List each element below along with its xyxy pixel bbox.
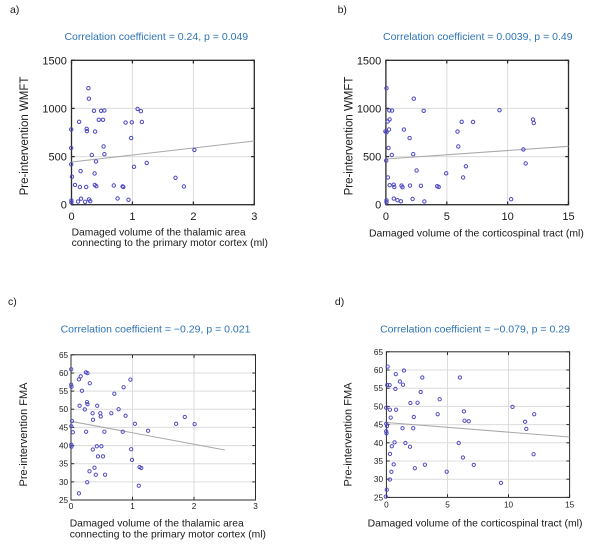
svg-text:3: 3: [251, 211, 257, 223]
svg-text:c): c): [8, 296, 17, 308]
svg-text:2: 2: [192, 502, 197, 511]
svg-text:1: 1: [129, 211, 135, 223]
svg-text:500: 500: [363, 152, 381, 164]
svg-text:0: 0: [384, 500, 389, 509]
svg-text:Correlation coefficient = 0.00: Correlation coefficient = 0.0039, p = 0.…: [383, 31, 573, 43]
svg-text:0: 0: [375, 200, 381, 212]
svg-text:Pre-intervention WMFT: Pre-intervention WMFT: [343, 77, 355, 196]
svg-text:60: 60: [59, 369, 69, 378]
svg-text:40: 40: [59, 442, 69, 451]
svg-text:10: 10: [504, 500, 514, 509]
svg-text:35: 35: [59, 460, 69, 469]
svg-text:15: 15: [562, 211, 574, 223]
svg-text:1000: 1000: [357, 103, 381, 115]
svg-text:5: 5: [444, 211, 450, 223]
svg-text:55: 55: [59, 387, 69, 396]
svg-text:50: 50: [374, 402, 384, 411]
svg-text:1500: 1500: [357, 55, 381, 67]
svg-text:1: 1: [130, 502, 135, 511]
svg-text:connecting to the primary moto: connecting to the primary motor cortex (…: [70, 530, 266, 541]
svg-text:500: 500: [49, 152, 67, 164]
svg-text:Correlation coefficient = −0.0: Correlation coefficient = −0.079, p = 0.…: [380, 324, 570, 336]
svg-text:3: 3: [253, 502, 258, 511]
svg-text:55: 55: [374, 384, 384, 393]
svg-text:0: 0: [68, 211, 74, 223]
svg-text:Pre-intervention FMA: Pre-intervention FMA: [18, 382, 30, 487]
svg-text:45: 45: [59, 423, 69, 432]
svg-text:1500: 1500: [42, 55, 66, 67]
svg-text:65: 65: [59, 351, 69, 360]
svg-text:60: 60: [374, 366, 384, 375]
svg-text:Damaged volume of the corticos: Damaged volume of the corticospinal trac…: [369, 229, 584, 240]
svg-text:Damaged volume of the thalamic: Damaged volume of the thalamic area: [70, 519, 244, 530]
svg-text:30: 30: [59, 478, 69, 487]
svg-text:40: 40: [374, 439, 384, 448]
svg-text:45: 45: [374, 421, 384, 430]
svg-text:2: 2: [190, 211, 196, 223]
svg-text:connecting to the primary moto: connecting to the primary motor cortex (…: [72, 238, 268, 249]
svg-text:Pre-intervention WMFT: Pre-intervention WMFT: [19, 77, 31, 196]
svg-text:Correlation coefficient = 0.24: Correlation coefficient = 0.24, p = 0.04…: [64, 31, 248, 43]
svg-text:15: 15: [565, 500, 575, 509]
svg-text:b): b): [338, 4, 347, 16]
svg-text:30: 30: [374, 475, 384, 484]
svg-text:50: 50: [59, 405, 69, 414]
svg-text:25: 25: [374, 493, 384, 502]
svg-text:a): a): [10, 4, 19, 16]
svg-text:d): d): [335, 296, 344, 308]
svg-text:10: 10: [501, 211, 513, 223]
svg-text:Damaged volume of the corticos: Damaged volume of the corticospinal trac…: [368, 519, 583, 530]
svg-text:Correlation coefficient = −0.2: Correlation coefficient = −0.29, p = 0.0…: [61, 324, 251, 336]
svg-text:Pre-intervention FMA: Pre-intervention FMA: [342, 382, 354, 487]
svg-text:5: 5: [445, 500, 450, 509]
svg-text:Damaged volume of the thalamic: Damaged volume of the thalamic area: [72, 228, 246, 239]
svg-text:35: 35: [374, 457, 384, 466]
svg-text:0: 0: [61, 200, 67, 212]
svg-text:0: 0: [69, 502, 74, 511]
svg-text:65: 65: [374, 348, 384, 357]
svg-text:1000: 1000: [42, 103, 66, 115]
svg-text:25: 25: [59, 496, 69, 505]
svg-text:0: 0: [383, 211, 389, 223]
